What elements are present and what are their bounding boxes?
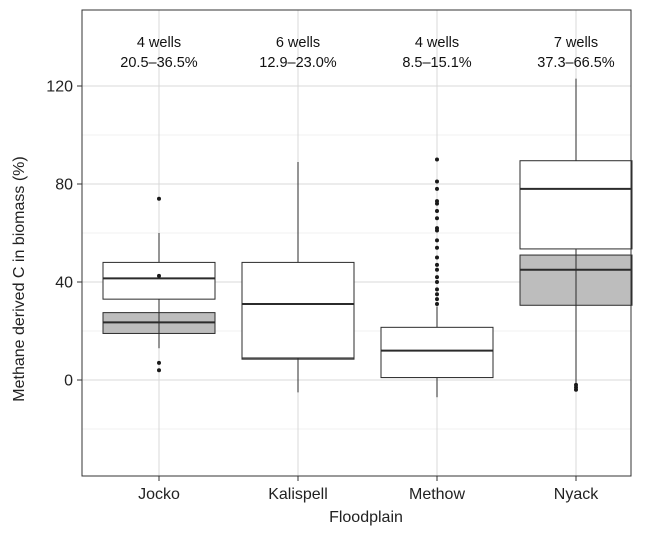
outlier-point [435,267,439,272]
box-iqr [519,160,633,250]
annotation-range: 37.3–66.5% [537,55,615,71]
x-tick-label: Nyack [554,486,599,503]
outlier-point [157,196,161,201]
y-tick-label: 80 [55,177,73,194]
annotation-wells: 4 wells [137,35,181,51]
y-tick-label: 0 [64,373,73,390]
annotation-range: 12.9–23.0% [259,55,337,71]
outlier-point [157,368,161,373]
outlier-point [435,302,439,307]
box-iqr [102,261,216,300]
annotation-range: 8.5–15.1% [402,55,471,71]
outlier-point [435,275,439,280]
outlier-point [435,179,439,184]
plot-panel-border [81,9,632,477]
x-axis-title: Floodplain [329,509,403,526]
x-tick-label: Jocko [138,486,180,503]
x-tick-label: Methow [409,486,465,503]
outlier-point [435,238,439,243]
outlier-point [435,262,439,267]
outlier-point [435,292,439,297]
outlier-point [435,297,439,302]
outlier-point [435,287,439,292]
outlier-point [157,273,161,278]
outlier-point [435,157,439,162]
box-layer [102,78,633,398]
outlier-point [574,387,578,392]
box-iqr [380,326,494,379]
outlier-point [157,360,161,365]
y-tick-label: 120 [46,79,73,96]
axis-layer: 0 40 80 120 Jocko Kalispell Methow Nyack [46,79,599,504]
annotation-range: 20.5–36.5% [120,55,198,71]
y-tick-label: 40 [55,275,73,292]
outlier-point [435,216,439,221]
annotation-wells: 4 wells [415,35,459,51]
upper-box-nyack [519,78,633,392]
outlier-point [435,201,439,206]
box-iqr [241,261,355,359]
annotation-wells: 6 wells [276,35,320,51]
y-axis-title: Methane derived C in biomass (%) [11,156,28,401]
x-tick-label: Kalispell [268,486,328,503]
outlier-point [435,255,439,260]
outlier-point [435,228,439,233]
outlier-point [435,280,439,284]
upper-box-jocko [102,196,216,373]
annotation-wells: 7 wells [554,35,598,51]
outlier-point [435,186,439,191]
upper-box-methow [380,157,494,398]
outlier-point [435,245,439,250]
upper-box-kalispell [241,161,355,393]
outlier-point [435,208,439,213]
annotation-layer: 4 wells 20.5–36.5% 6 wells 12.9–23.0% 4 well… [120,35,615,71]
